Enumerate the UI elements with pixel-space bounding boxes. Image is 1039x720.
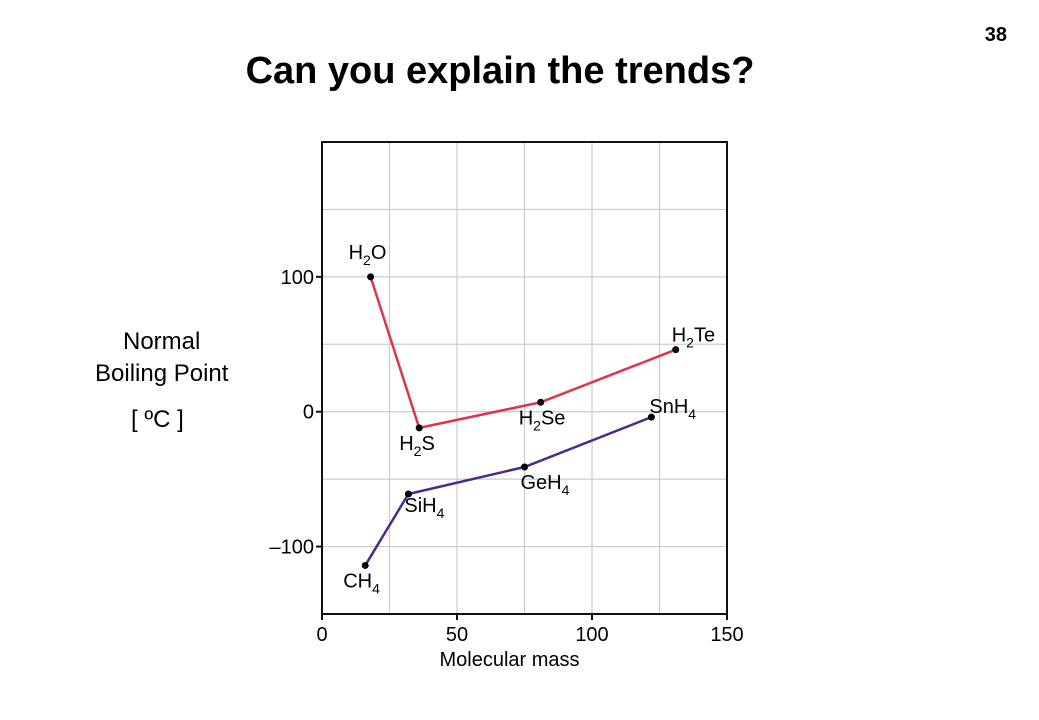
data-point (537, 398, 545, 406)
data-label: H2S (399, 433, 435, 459)
x-axis-label: Molecular mass (439, 649, 579, 671)
series-line-group16-hydrides (369, 276, 677, 430)
y-tick-label: –100 (270, 537, 315, 559)
data-point (361, 561, 369, 569)
y-tick-label: 100 (281, 267, 314, 289)
y-axis-label-line1: Normal (123, 328, 201, 355)
plot-frame (321, 141, 728, 615)
data-label: CH4 (343, 570, 380, 596)
y-axis-label: Normal Boiling Point [ ºC ] (95, 326, 228, 436)
data-point (647, 413, 655, 421)
data-point (672, 346, 680, 354)
slide-title: Can you explain the trends? (245, 50, 755, 92)
page-number: 38 (984, 24, 1007, 46)
series-line-group14-hydrides (364, 415, 652, 567)
x-tick-label: 150 (710, 624, 743, 646)
y-tick-label: 0 (303, 402, 314, 424)
x-tick-label: 50 (446, 624, 468, 646)
data-label: GeH4 (521, 472, 570, 498)
x-tick-label: 100 (575, 624, 608, 646)
data-label: H2Se (519, 407, 566, 433)
data-label: H2Te (672, 325, 715, 351)
data-label: SnH4 (649, 396, 696, 422)
data-point (521, 463, 528, 471)
data-point (415, 424, 423, 432)
y-axis-label-line2: Boiling Point (95, 360, 229, 387)
data-label: H2O (349, 242, 387, 268)
y-axis-unit: [ ºC ] (131, 406, 184, 433)
x-tick-label: 0 (316, 624, 327, 646)
data-label: SiH4 (404, 495, 444, 521)
data-point (367, 273, 375, 281)
data-point (404, 490, 412, 498)
